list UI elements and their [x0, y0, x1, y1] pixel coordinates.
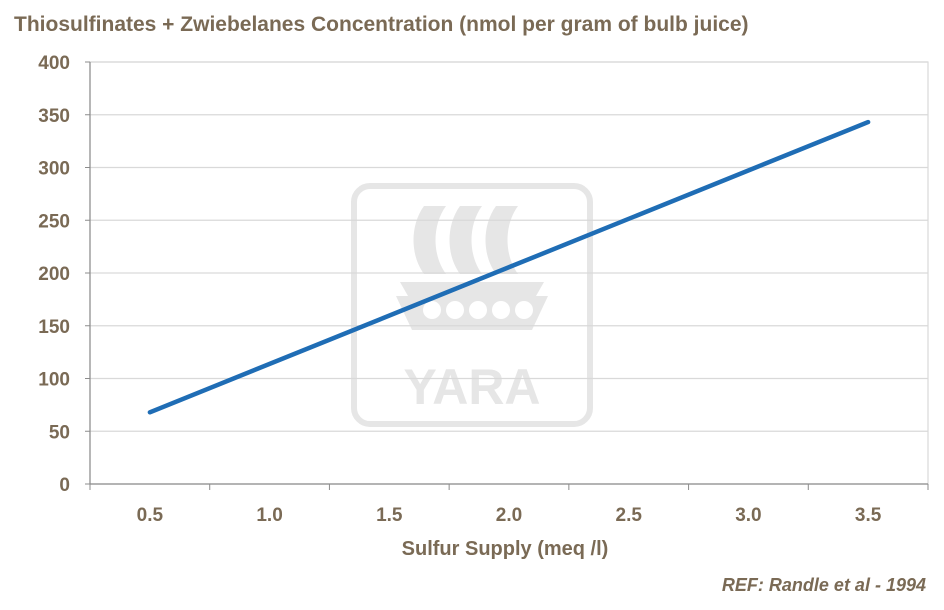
y-tick-label-50: 50 [49, 422, 70, 443]
x-tick-label-2.5: 2.5 [616, 505, 643, 526]
y-tick-label-250: 250 [38, 211, 70, 232]
series-line-0 [147, 119, 871, 415]
x-tick-label-2.0: 2.0 [496, 505, 522, 526]
y-tick-label-0: 0 [59, 475, 70, 496]
gridlines [89, 61, 929, 485]
x-axis-label: Sulfur Supply (meq /l) [401, 538, 609, 560]
x-tick-label-1.0: 1.0 [256, 505, 282, 526]
y-tick-label-300: 300 [38, 159, 70, 180]
y-tick-labels: 0 50 100 150 200 250 300 350 400 [38, 53, 70, 496]
chart-title: Thiosulfinates + Zwiebelanes Concentrati… [14, 13, 749, 36]
yara-logo-watermark: YARA [351, 183, 593, 427]
y-tick-label-150: 150 [38, 317, 70, 338]
x-tick-label-0.5: 0.5 [137, 505, 164, 526]
x-tick-labels: 0.5 1.0 1.5 2.0 2.5 3.0 3.5 [137, 505, 882, 526]
watermark-text: YARA [403, 359, 540, 415]
x-tick-label-3.5: 3.5 [855, 505, 882, 526]
reference-annotation: REF: Randle et al - 1994 [721, 575, 926, 595]
y-tick-label-200: 200 [38, 264, 70, 285]
y-tick-label-100: 100 [38, 370, 70, 391]
x-tick-label-1.5: 1.5 [376, 505, 403, 526]
x-tick-label-3.0: 3.0 [735, 505, 761, 526]
y-tick-label-350: 350 [38, 106, 70, 127]
y-tick-label-400: 400 [38, 53, 70, 74]
series-group [147, 119, 871, 415]
axes [85, 61, 929, 490]
